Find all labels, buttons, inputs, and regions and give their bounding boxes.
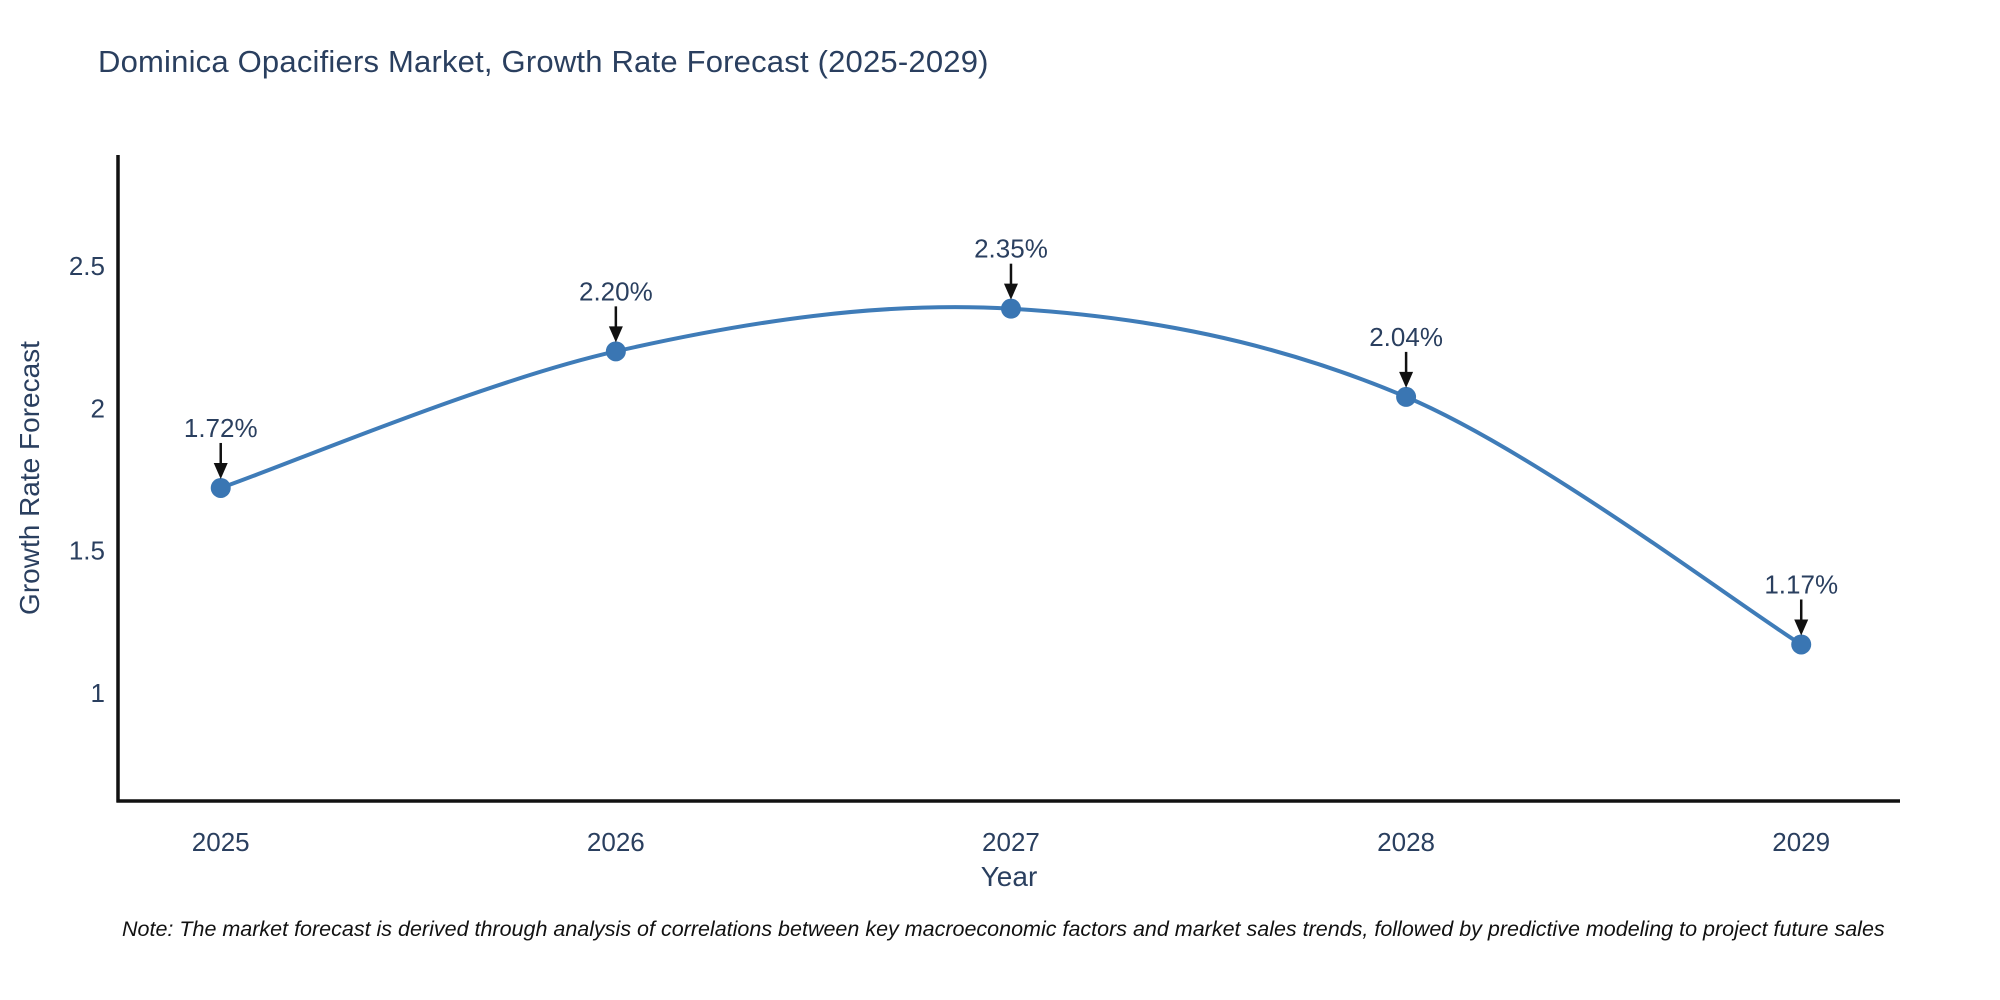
x-tick-label: 2025 [192, 827, 250, 857]
point-value-label: 1.17% [1764, 569, 1838, 599]
annotation-arrowhead-icon [1003, 283, 1018, 300]
x-axis-title: Year [980, 861, 1038, 892]
data-point-2028[interactable] [1396, 386, 1417, 407]
annotation-arrowhead-icon [213, 462, 228, 479]
y-tick-label: 1.5 [69, 536, 105, 566]
data-point-2025[interactable] [210, 477, 231, 498]
y-tick-label: 2.5 [69, 251, 105, 281]
data-point-2027[interactable] [1000, 298, 1021, 319]
chart-title: Dominica Opacifiers Market, Growth Rate … [98, 44, 989, 79]
x-tick-label: 2027 [982, 827, 1040, 857]
annotation-arrowhead-icon [608, 326, 623, 343]
y-tick-label: 1 [91, 678, 105, 708]
trend-line [218, 305, 1804, 647]
point-value-label: 2.20% [579, 276, 653, 306]
x-tick-label: 2029 [1772, 827, 1830, 857]
annotation-arrowhead-icon [1399, 371, 1414, 388]
annotation-arrowhead-icon [1794, 619, 1809, 636]
point-value-label: 2.35% [974, 234, 1048, 264]
y-tick-label: 2 [91, 393, 105, 423]
footnote: Note: The market forecast is derived thr… [122, 917, 1885, 941]
data-point-2029[interactable] [1791, 634, 1812, 655]
data-point-2026[interactable] [605, 341, 626, 362]
point-value-label: 1.72% [184, 413, 258, 443]
x-tick-label: 2026 [587, 827, 645, 857]
point-value-label: 2.04% [1369, 322, 1443, 352]
x-tick-label: 2028 [1377, 827, 1435, 857]
